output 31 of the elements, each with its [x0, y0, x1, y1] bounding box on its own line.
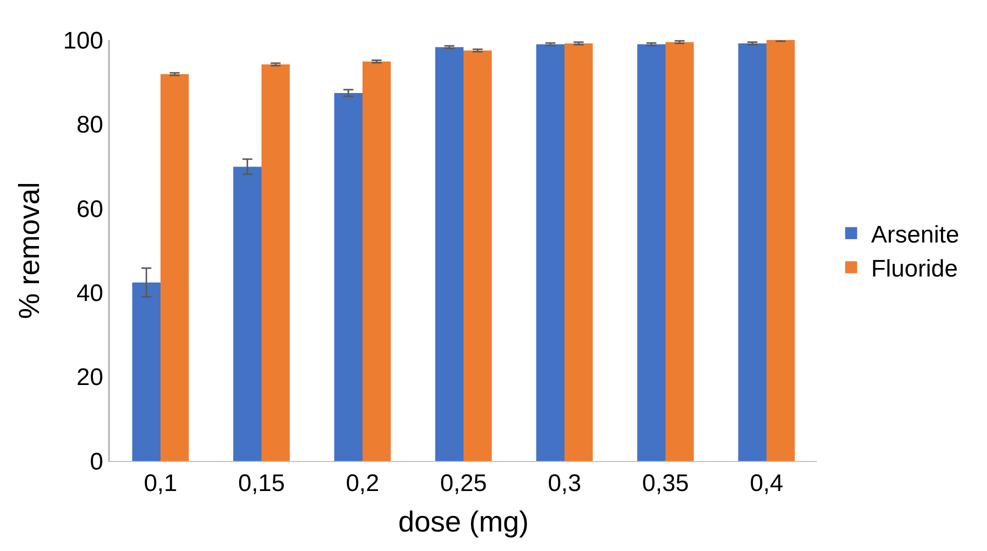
y-tick-label: 100: [63, 27, 104, 54]
bar: [464, 50, 492, 461]
x-tick-label: 0,35: [642, 470, 689, 497]
y-tick-label: 60: [76, 196, 104, 223]
bar: [666, 42, 694, 461]
bar: [160, 74, 189, 461]
bar: [362, 61, 391, 461]
bar: [637, 44, 666, 461]
x-tick-label: 0,25: [440, 470, 487, 497]
bar: [435, 47, 464, 461]
legend-label: Fluoride: [871, 256, 958, 283]
bar: [766, 40, 795, 461]
x-tick-label: 0,2: [346, 470, 380, 497]
y-tick-label: 80: [76, 112, 104, 139]
bar: [536, 44, 564, 461]
bar: [233, 166, 262, 461]
x-axis-title: dose (mg): [398, 506, 529, 539]
y-tick-label: 0: [90, 448, 104, 476]
x-tick-label: 0,1: [144, 470, 178, 497]
x-tick-label: 0,4: [750, 470, 784, 497]
bar: [334, 93, 362, 461]
y-tick-label: 40: [76, 280, 104, 307]
bar: [738, 43, 766, 461]
y-tick-label: 20: [76, 364, 104, 392]
x-tick-label: 0,3: [548, 470, 582, 497]
bar: [262, 64, 290, 461]
bar: [132, 282, 160, 461]
y-axis-title: % removal: [14, 182, 46, 319]
bar: [564, 43, 593, 461]
legend-label: Arsenite: [871, 221, 960, 248]
x-tick-label: 0,15: [238, 470, 285, 497]
